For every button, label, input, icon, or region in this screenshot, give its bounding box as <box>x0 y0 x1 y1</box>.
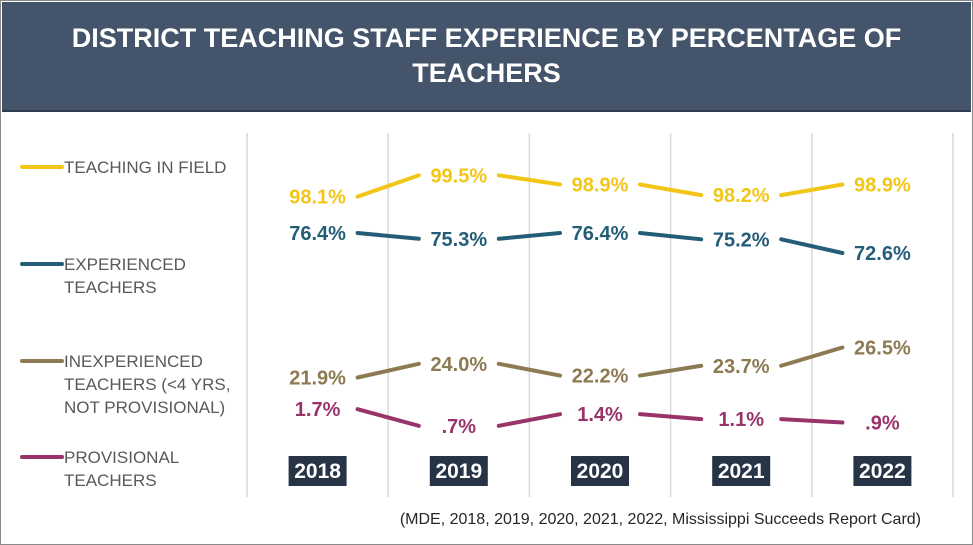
data-label-inexperienced-teachers-4-yrs-not-provisional-2018: 21.9% <box>289 368 346 390</box>
line-segment-inexperienced-teachers-4-yrs-not-provisional-1 <box>496 361 562 378</box>
data-label-provisional-teachers-2022: .9% <box>865 413 900 435</box>
data-label-inexperienced-teachers-4-yrs-not-provisional-2020: 22.2% <box>572 366 629 388</box>
legend-swatch-inexperienced-teachers <box>20 359 64 363</box>
legend-label-experienced-teachers: EXPERIENCED TEACHERS <box>64 255 186 297</box>
line-segment-experienced-teachers-1 <box>496 231 562 241</box>
data-label-provisional-teachers-2020: 1.4% <box>577 404 623 426</box>
tick-label-2018: 2018 <box>294 460 341 483</box>
data-label-teaching-in-field-2018: 98.1% <box>289 187 346 209</box>
data-label-teaching-in-field-2022: 98.9% <box>854 174 911 196</box>
data-label-teaching-in-field-2021: 98.2% <box>713 185 770 207</box>
chart-title: DISTRICT TEACHING STAFF EXPERIENCE BY PE… <box>71 23 902 88</box>
title-banner: DISTRICT TEACHING STAFF EXPERIENCE BY PE… <box>2 2 971 112</box>
tick-box-2021 <box>712 456 771 486</box>
data-label-inexperienced-teachers-4-yrs-not-provisional-2019: 24.0% <box>430 354 487 376</box>
line-segment-teaching-in-field-0 <box>355 173 421 199</box>
legend-item-provisional-teachers: PROVISIONAL TEACHERS <box>20 446 204 492</box>
legend-item-inexperienced-teachers: INEXPERIENCED TEACHERS (<4 YRS, NOT PROV… <box>20 350 242 419</box>
data-label-provisional-teachers-2018: 1.7% <box>295 399 341 421</box>
data-label-teaching-in-field-2020: 98.9% <box>572 174 629 196</box>
tick-label-2019: 2019 <box>435 460 482 483</box>
data-label-provisional-teachers-2019: .7% <box>442 416 477 438</box>
source-note: (MDE, 2018, 2019, 2020, 2021, 2022, Miss… <box>399 511 921 528</box>
data-label-experienced-teachers-2019: 75.3% <box>430 229 487 251</box>
line-segment-teaching-in-field-3 <box>779 182 845 198</box>
line-segment-teaching-in-field-2 <box>638 182 704 198</box>
line-segment-experienced-teachers-0 <box>355 231 421 241</box>
legend-swatch-provisional-teachers <box>20 455 64 459</box>
tick-label-2022: 2022 <box>859 460 906 483</box>
legend-label-teaching-in-field: TEACHING IN FIELD <box>64 158 227 177</box>
data-label-experienced-teachers-2021: 75.2% <box>713 229 770 251</box>
line-segment-provisional-teachers-1 <box>496 412 562 428</box>
legend-item-experienced-teachers: EXPERIENCED TEACHERS <box>20 253 204 299</box>
tick-box-2022 <box>853 456 912 486</box>
data-label-experienced-teachers-2022: 72.6% <box>854 243 911 265</box>
legend-swatch-teaching-in-field <box>20 165 64 169</box>
line-segment-provisional-teachers-0 <box>355 407 421 428</box>
data-label-provisional-teachers-2021: 1.1% <box>718 409 764 431</box>
legend-label-inexperienced-teachers: INEXPERIENCED TEACHERS (<4 YRS, NOT PROV… <box>64 352 231 417</box>
legend-item-teaching-in-field: TEACHING IN FIELD <box>20 156 226 179</box>
tick-box-2019 <box>429 456 488 486</box>
data-label-experienced-teachers-2020: 76.4% <box>572 223 629 245</box>
legend-swatch-experienced-teachers <box>20 262 64 266</box>
tick-box-2020 <box>571 456 629 486</box>
line-segment-inexperienced-teachers-4-yrs-not-provisional-3 <box>779 345 845 368</box>
tick-box-2018 <box>288 456 347 486</box>
tick-label-2020: 2020 <box>577 460 624 483</box>
line-segment-provisional-teachers-3 <box>779 417 845 425</box>
line-segment-provisional-teachers-2 <box>638 412 704 422</box>
data-label-teaching-in-field-2019: 99.5% <box>430 165 487 187</box>
line-segment-inexperienced-teachers-4-yrs-not-provisional-0 <box>355 361 421 380</box>
line-segment-experienced-teachers-2 <box>638 231 704 242</box>
data-label-experienced-teachers-2018: 76.4% <box>289 223 346 245</box>
line-segment-inexperienced-teachers-4-yrs-not-provisional-2 <box>638 363 704 378</box>
line-segment-teaching-in-field-1 <box>496 173 562 187</box>
data-label-inexperienced-teachers-4-yrs-not-provisional-2021: 23.7% <box>713 356 770 378</box>
tick-label-2021: 2021 <box>718 460 765 483</box>
legend-label-provisional-teachers: PROVISIONAL TEACHERS <box>64 448 179 490</box>
data-label-inexperienced-teachers-4-yrs-not-provisional-2022: 26.5% <box>854 338 911 360</box>
line-segment-experienced-teachers-3 <box>779 237 845 255</box>
